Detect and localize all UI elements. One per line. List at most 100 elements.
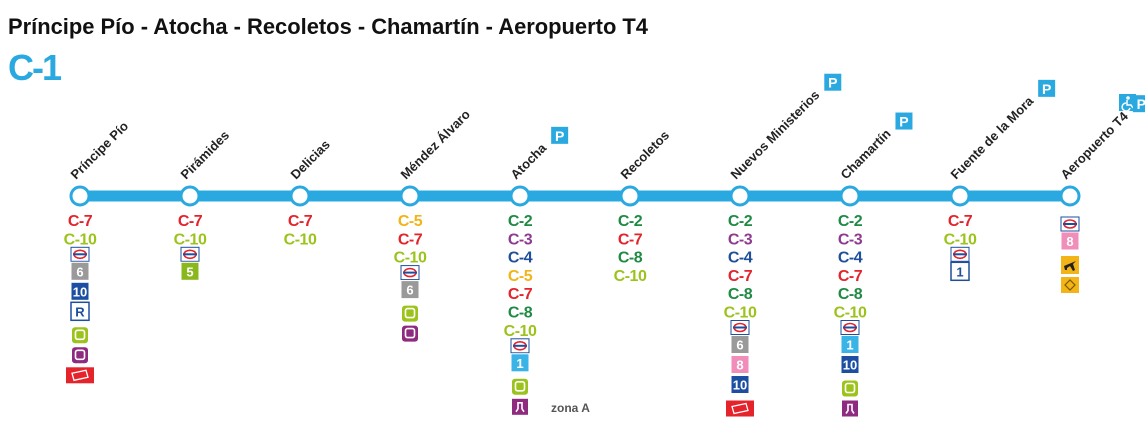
parking-label: P [1137,96,1145,112]
commuter-line: C-10 [834,305,867,322]
commuter-line: C-5 [398,213,423,230]
station-dot [839,185,861,207]
station: Aeropuerto T4 P 8 [1058,95,1145,293]
metro-line-box [840,335,860,354]
parking-box [551,126,569,144]
station-name: Atocha [508,140,550,182]
metro-line-box [950,261,970,282]
station-dot [619,185,641,207]
station-name: Recoletos [618,128,673,183]
ticket-glyph [731,402,749,415]
commuter-line: C-7 [838,268,863,285]
station-name: Chamartín [838,126,894,182]
commuter-line: C-4 [508,250,533,267]
commuter-line: C-10 [944,231,977,248]
parking-box [1132,95,1145,113]
station-dot [399,185,421,207]
metro-line-label: 10 [73,284,87,299]
station-dot [1059,185,1081,207]
commuter-line: C-7 [508,286,533,303]
commuter-line: C-3 [508,231,533,248]
parking-label: P [555,128,564,144]
metro-line-box [510,353,530,373]
station: Atocha P C-2C-3 C-4C-5C-7 C-8C-10 1 [504,126,569,415]
title: Príncipe Pío - Atocha - Recoletos - Cham… [8,14,649,39]
commuter-line: C-7 [728,268,753,285]
commuter-line: C-3 [838,231,863,248]
ticket-icon [726,400,754,417]
bus-glyph [844,382,856,394]
train-icon [842,400,858,417]
commuter-line: C-7 [68,213,93,230]
station: Recoletos C-2C-7 C-8C-10 [614,128,672,285]
parking-box [895,112,913,130]
commuter-line: C-10 [504,323,537,340]
commuter-line: C-8 [728,286,753,303]
commuter-line: C-10 [394,250,427,267]
bus-glyph [404,307,416,319]
station: Chamartín P C-2C-3 C-4C-7C-8 C-10 1 10 [834,112,913,417]
line-logo: C-1 [8,47,62,88]
commuter-line: C-2 [508,213,533,230]
station-dot [179,185,201,207]
metro-line-label: 5 [186,264,193,279]
train-glyph [515,402,525,413]
station-dot [729,185,751,207]
metro-line-label: 6 [406,283,413,298]
ticket-glyph [71,369,89,382]
parking-label: P [1042,81,1051,97]
station-dot [949,185,971,207]
accessibility-glyph [1121,100,1134,112]
metro-line-label: R [75,304,85,319]
commuter-line: C-7 [398,231,423,248]
ticket-icon [1061,277,1079,293]
train-icon [512,398,528,415]
station-dot [69,185,91,207]
accessibility-head [1126,96,1130,100]
metro-line-label: 10 [733,378,747,393]
station: Fuente de la Mora P C-7C-10 1 [944,79,1056,282]
metro-line-box [400,280,420,300]
metro-line-label: 1 [516,356,523,371]
metro-line-label: 6 [736,338,743,353]
commuter-line: C-5 [508,268,533,285]
commuter-line: C-8 [838,286,863,303]
commuter-line: C-3 [728,231,753,248]
metro-line-box [730,355,750,374]
intercity-glyph [74,349,86,361]
metro-line-box [1060,231,1080,251]
commuter-line: C-10 [724,305,757,322]
metro-line-label: 1 [956,264,963,279]
metro-line-label: 6 [76,264,83,279]
commuter-line: C-2 [618,213,643,230]
parking-box [1038,79,1056,97]
station-dot [289,185,311,207]
commuter-line: C-10 [614,268,647,285]
station: Príncipe Pío C-7C-10 6 10 R [64,118,131,384]
station: Pirámides C-7C-10 5 [174,128,232,281]
commuter-line: C-7 [948,213,973,230]
parking-box [824,73,842,91]
metro-line-box [840,355,860,374]
commuter-line: C-8 [618,250,643,267]
station-dot [509,185,531,207]
commuter-line: C-4 [838,250,863,267]
station-name: Méndez Álvaro [398,107,474,183]
metro-line-box [730,375,750,394]
accessibility-icon [1119,94,1136,112]
station-name: Fuente de la Mora [948,93,1037,182]
train-glyph [845,403,855,414]
metro-line-box [70,281,90,301]
bus-glyph [514,380,526,392]
parking-label: P [828,75,837,91]
metro-line-box [70,301,90,322]
station-name: Delicias [288,137,333,182]
commuter-line: C-7 [618,231,643,248]
metro-line-label: 8 [736,358,743,373]
metro-line-label: 8 [1066,234,1073,249]
parking-label: P [899,114,908,130]
bus-glyph [74,329,86,341]
station: Méndez Álvaro C-5C-7 C-10 6 [394,107,473,342]
metro-line-box [730,335,750,354]
